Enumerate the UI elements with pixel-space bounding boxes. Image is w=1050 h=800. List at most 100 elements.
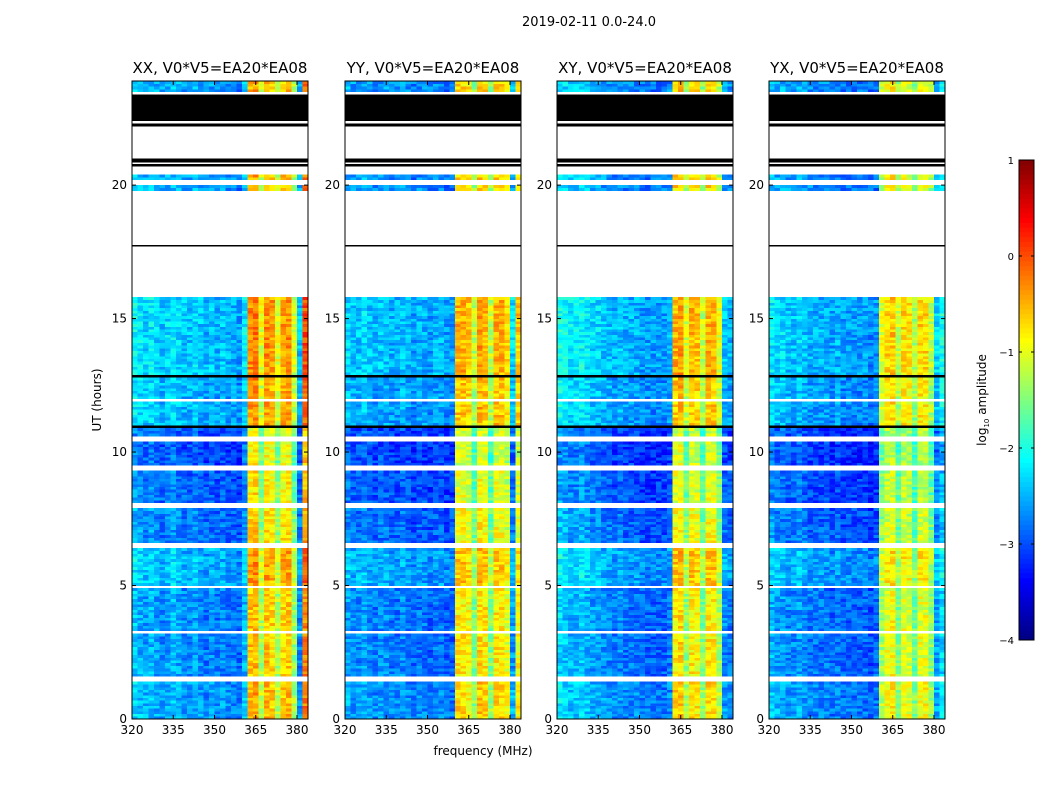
heatmap-cell: [159, 89, 166, 92]
heatmap-cell: [275, 377, 281, 381]
heatmap-cell: [143, 414, 149, 418]
heatmap-cell: [242, 347, 248, 351]
heatmap-cell: [209, 81, 215, 84]
heatmap-cell: [159, 305, 166, 309]
heatmap-cell: [181, 355, 188, 359]
heatmap-cell: [264, 636, 270, 640]
heatmap-cell: [297, 617, 303, 621]
heatmap-cell: [165, 412, 171, 415]
heatmap-cell: [165, 705, 171, 709]
heatmap-cell: [247, 412, 254, 415]
heatmap-cell: [280, 457, 287, 461]
heatmap-cell: [258, 569, 265, 573]
heatmap-cell: [291, 460, 298, 464]
heatmap-cell: [286, 593, 292, 597]
heatmap-cell: [159, 529, 166, 533]
heatmap-cell: [137, 588, 144, 592]
heatmap-cell: [258, 342, 265, 346]
heatmap-cell: [170, 681, 177, 685]
heatmap-cell: [137, 524, 144, 528]
heatmap-cell: [302, 550, 309, 554]
heatmap-cell: [302, 339, 309, 343]
heatmap-cell: [225, 628, 232, 632]
heatmap-cell: [258, 422, 265, 426]
heatmap-cell: [247, 187, 254, 191]
heatmap-cell: [209, 315, 215, 319]
heatmap-cell: [242, 566, 248, 570]
heatmap-cell: [247, 363, 254, 367]
heatmap-cell: [165, 299, 171, 303]
heatmap-cell: [253, 628, 259, 632]
heatmap-cell: [203, 606, 210, 610]
heatmap-cell: [148, 329, 155, 333]
heatmap-cell: [225, 310, 232, 314]
heatmap-cell: [143, 369, 149, 373]
heatmap-cell: [154, 449, 160, 453]
heatmap-cell: [192, 526, 199, 530]
heatmap-cell: [132, 478, 138, 482]
heatmap-cell: [148, 385, 155, 389]
heatmap-cell: [247, 334, 254, 338]
heatmap-cell: [247, 593, 254, 597]
heatmap-cell: [198, 580, 204, 584]
heatmap-cell: [225, 484, 232, 488]
heatmap-cell: [214, 700, 221, 704]
heatmap-cell: [148, 369, 155, 373]
heatmap-cell: [198, 460, 204, 464]
heatmap-cell: [297, 361, 303, 365]
heatmap-cell: [165, 430, 171, 434]
heatmap-cell: [214, 86, 221, 90]
heatmap-cell: [242, 473, 248, 477]
heatmap-cell: [231, 377, 237, 381]
heatmap-cell: [192, 633, 199, 637]
heatmap-cell: [181, 569, 188, 573]
heatmap-cell: [187, 377, 193, 381]
heatmap-cell: [291, 665, 298, 669]
heatmap-cell: [269, 342, 276, 346]
heatmap-cell: [302, 297, 309, 301]
heatmap-cell: [225, 590, 232, 594]
heatmap-cell: [220, 710, 226, 714]
heatmap-cell: [286, 604, 292, 608]
heatmap-cell: [258, 363, 265, 367]
heatmap-cell: [247, 497, 254, 501]
heatmap-cell: [143, 315, 149, 319]
heatmap-cell: [302, 452, 309, 456]
heatmap-cell: [258, 590, 265, 594]
heatmap-cell: [203, 508, 210, 512]
heatmap-cell: [148, 473, 155, 477]
heatmap-cell: [154, 550, 160, 554]
heatmap-cell: [286, 414, 292, 418]
heatmap-cell: [269, 390, 276, 394]
heatmap-cell: [247, 404, 254, 407]
heatmap-cell: [143, 513, 149, 517]
heatmap-cell: [165, 521, 171, 525]
heatmap-cell: [176, 326, 182, 330]
heatmap-cell: [148, 462, 155, 466]
heatmap-cell: [275, 641, 281, 645]
heatmap-cell: [247, 444, 254, 448]
heatmap-cell: [192, 342, 199, 346]
heatmap-cell: [176, 694, 182, 698]
heatmap-cell: [269, 702, 276, 706]
heatmap-cell: [143, 345, 149, 349]
heatmap-cell: [165, 601, 171, 605]
heatmap-cell: [297, 449, 303, 453]
heatmap-cell: [181, 187, 188, 191]
heatmap-cell: [258, 561, 265, 565]
heatmap-cell: [192, 371, 199, 375]
heatmap-cell: [302, 417, 309, 421]
heatmap-cell: [264, 662, 270, 666]
heatmap-cell: [275, 430, 281, 434]
heatmap-cell: [291, 604, 298, 608]
heatmap-cell: [291, 660, 298, 664]
heatmap-cell: [264, 355, 270, 359]
heatmap-cell: [137, 566, 144, 570]
heatmap-cell: [275, 420, 281, 423]
heatmap-cell: [231, 81, 237, 84]
heatmap-cell: [286, 422, 292, 426]
heatmap-cell: [159, 329, 166, 333]
heatmap-cell: [176, 649, 182, 653]
heatmap-cell: [192, 705, 199, 709]
heatmap-cell: [165, 494, 171, 498]
